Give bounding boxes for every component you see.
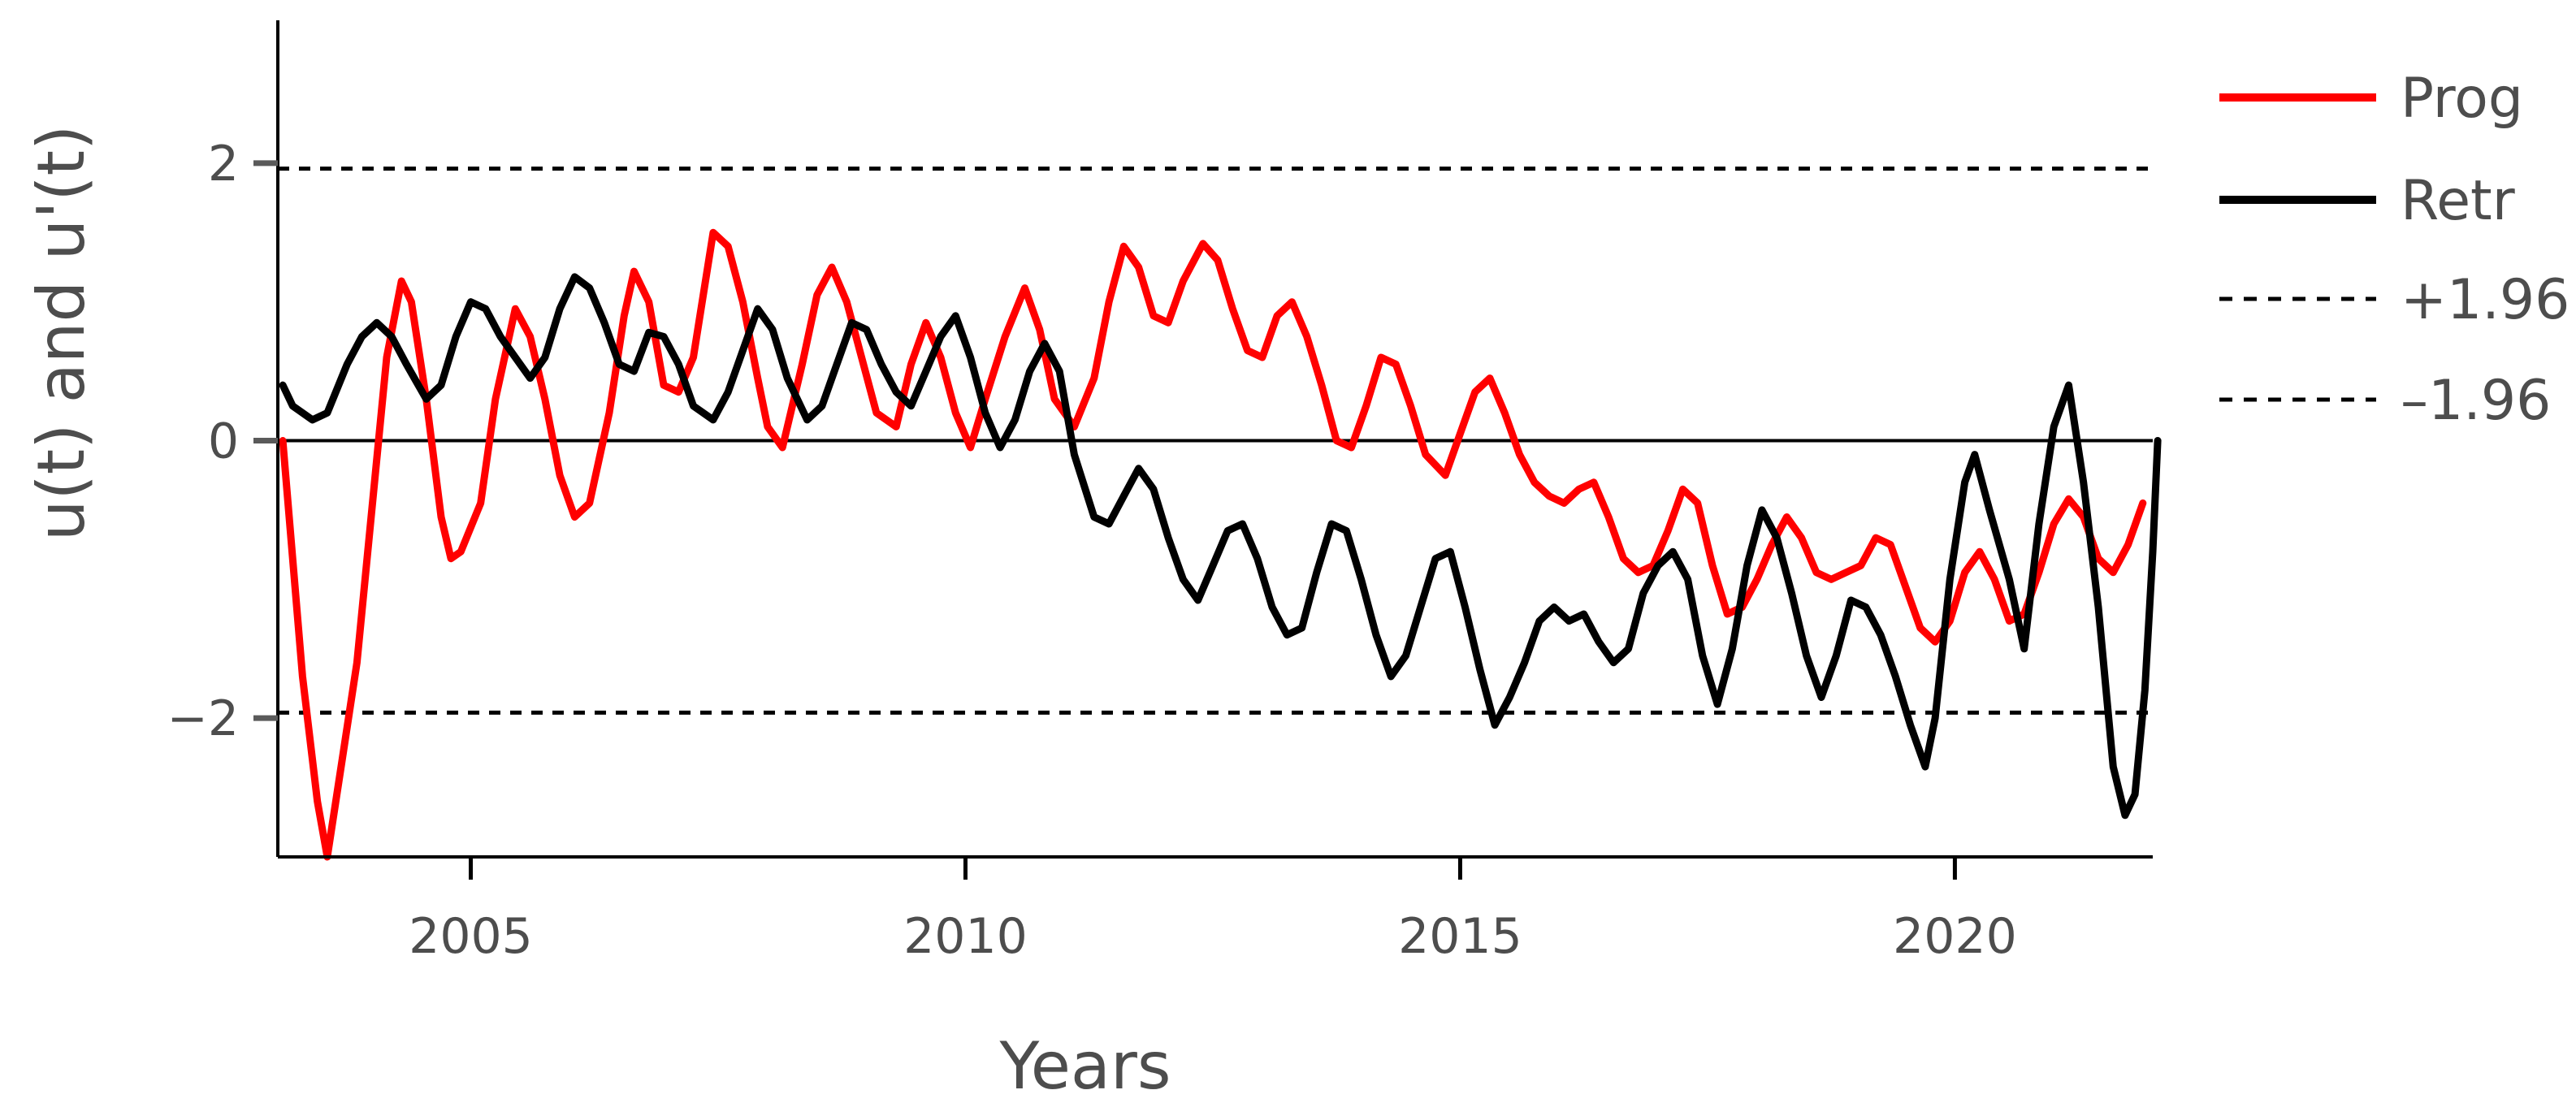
y-axis-title: u(t) and u'(t) [24,125,99,541]
legend-label-1: Retr [2401,169,2515,233]
x-axis-title: Years [998,1028,1171,1104]
legend-label-3: –1.96 [2401,369,2551,433]
legend-label-2: +1.96 [2401,268,2570,332]
x-tick-label: 2010 [903,908,1028,965]
x-tick-label: 2020 [1893,908,2017,965]
legend: Prog Retr +1.96 –1.96 [2219,67,2570,433]
series-line-prog [279,228,2147,861]
tick-labels: 2 0 −2 2005 2010 2015 2020 [167,136,2017,965]
series-layer [279,228,2162,861]
legend-label-0: Prog [2401,67,2523,131]
x-tick-label: 2015 [1398,908,1522,965]
series-line-retr [279,273,2162,820]
y-tick-label: 2 [208,136,239,192]
y-tick-label: −2 [167,690,239,747]
reference-lines [278,167,2153,715]
y-tick-label: 0 [208,413,239,470]
axes [276,20,2153,859]
x-tick-label: 2005 [409,908,533,965]
